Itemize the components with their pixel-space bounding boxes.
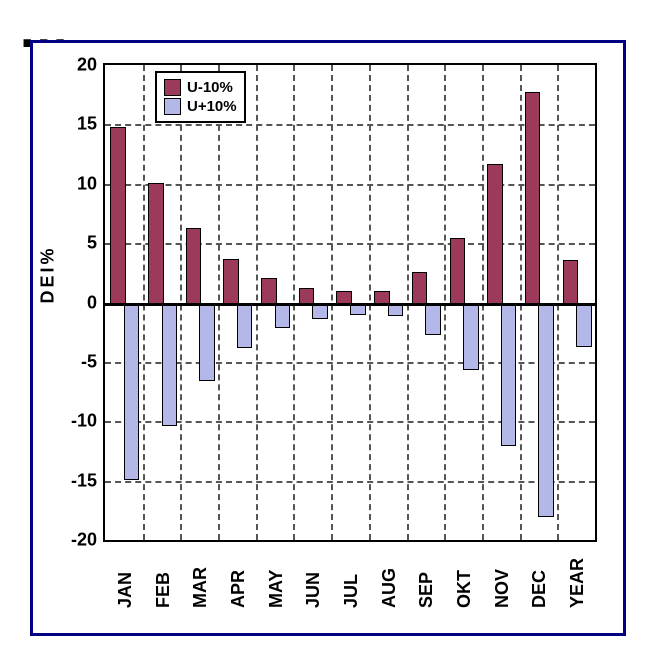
- bar: [525, 92, 541, 304]
- y-tick-label: 5: [57, 233, 97, 254]
- x-tick-label: MAY: [266, 550, 287, 608]
- bar: [199, 303, 215, 381]
- y-tick-label: 10: [57, 173, 97, 194]
- x-tick-label: FEB: [153, 550, 174, 608]
- chart-frame: DEI% U-10% U+10% -20 -15 -10 -5 0 5 10 15 20 JAN FE…: [30, 40, 626, 636]
- bar: [487, 164, 503, 305]
- y-tick-label: -20: [57, 530, 97, 551]
- x-tick-label: JAN: [115, 550, 136, 608]
- y-tick-label: 20: [57, 55, 97, 76]
- legend-label: U+10%: [187, 98, 237, 115]
- bar: [538, 303, 554, 518]
- x-tick-label: SEP: [416, 550, 437, 608]
- bar: [186, 228, 202, 305]
- legend-item: U-10%: [164, 79, 237, 96]
- y-axis-label: DEI%: [38, 245, 59, 303]
- bar: [237, 303, 253, 349]
- y-tick-label: -5: [57, 351, 97, 372]
- x-tick-label: DEC: [529, 550, 550, 608]
- bar: [563, 260, 579, 305]
- x-tick-label: JUL: [341, 550, 362, 608]
- bar: [463, 303, 479, 370]
- zero-axis-line: [105, 303, 595, 306]
- legend: U-10% U+10%: [155, 71, 246, 123]
- y-tick-label: -10: [57, 411, 97, 432]
- bar: [576, 303, 592, 348]
- legend-swatch: [164, 98, 181, 115]
- y-tick-label: -15: [57, 470, 97, 491]
- y-tick-label: 15: [57, 114, 97, 135]
- bar: [450, 238, 466, 304]
- figure-container: ... DEI% U-10%U+10% -20-15-10-505101520J…: [0, 0, 649, 652]
- x-tick-label: OKT: [454, 550, 475, 608]
- bar: [110, 127, 126, 305]
- bar: [124, 303, 140, 481]
- plot-area: U-10%U+10% -20-15-10-505101520JANFEBMARA…: [103, 63, 597, 542]
- y-tick-label: 0: [57, 292, 97, 313]
- bar: [162, 303, 178, 426]
- x-tick-label: YEAR: [567, 550, 588, 608]
- bar: [275, 303, 291, 329]
- bar: [501, 303, 517, 446]
- x-tick-label: JUN: [303, 550, 324, 608]
- x-tick-label: NOV: [492, 550, 513, 608]
- bar: [425, 303, 441, 336]
- x-tick-label: APR: [228, 550, 249, 608]
- bar: [148, 183, 164, 305]
- bar: [261, 278, 277, 305]
- legend-item: U+10%: [164, 98, 237, 115]
- legend-label: U-10%: [187, 79, 233, 96]
- bar: [223, 259, 239, 305]
- bar: [412, 272, 428, 305]
- x-tick-label: MAR: [190, 550, 211, 608]
- x-tick-label: AUG: [379, 550, 400, 608]
- legend-swatch: [164, 79, 181, 96]
